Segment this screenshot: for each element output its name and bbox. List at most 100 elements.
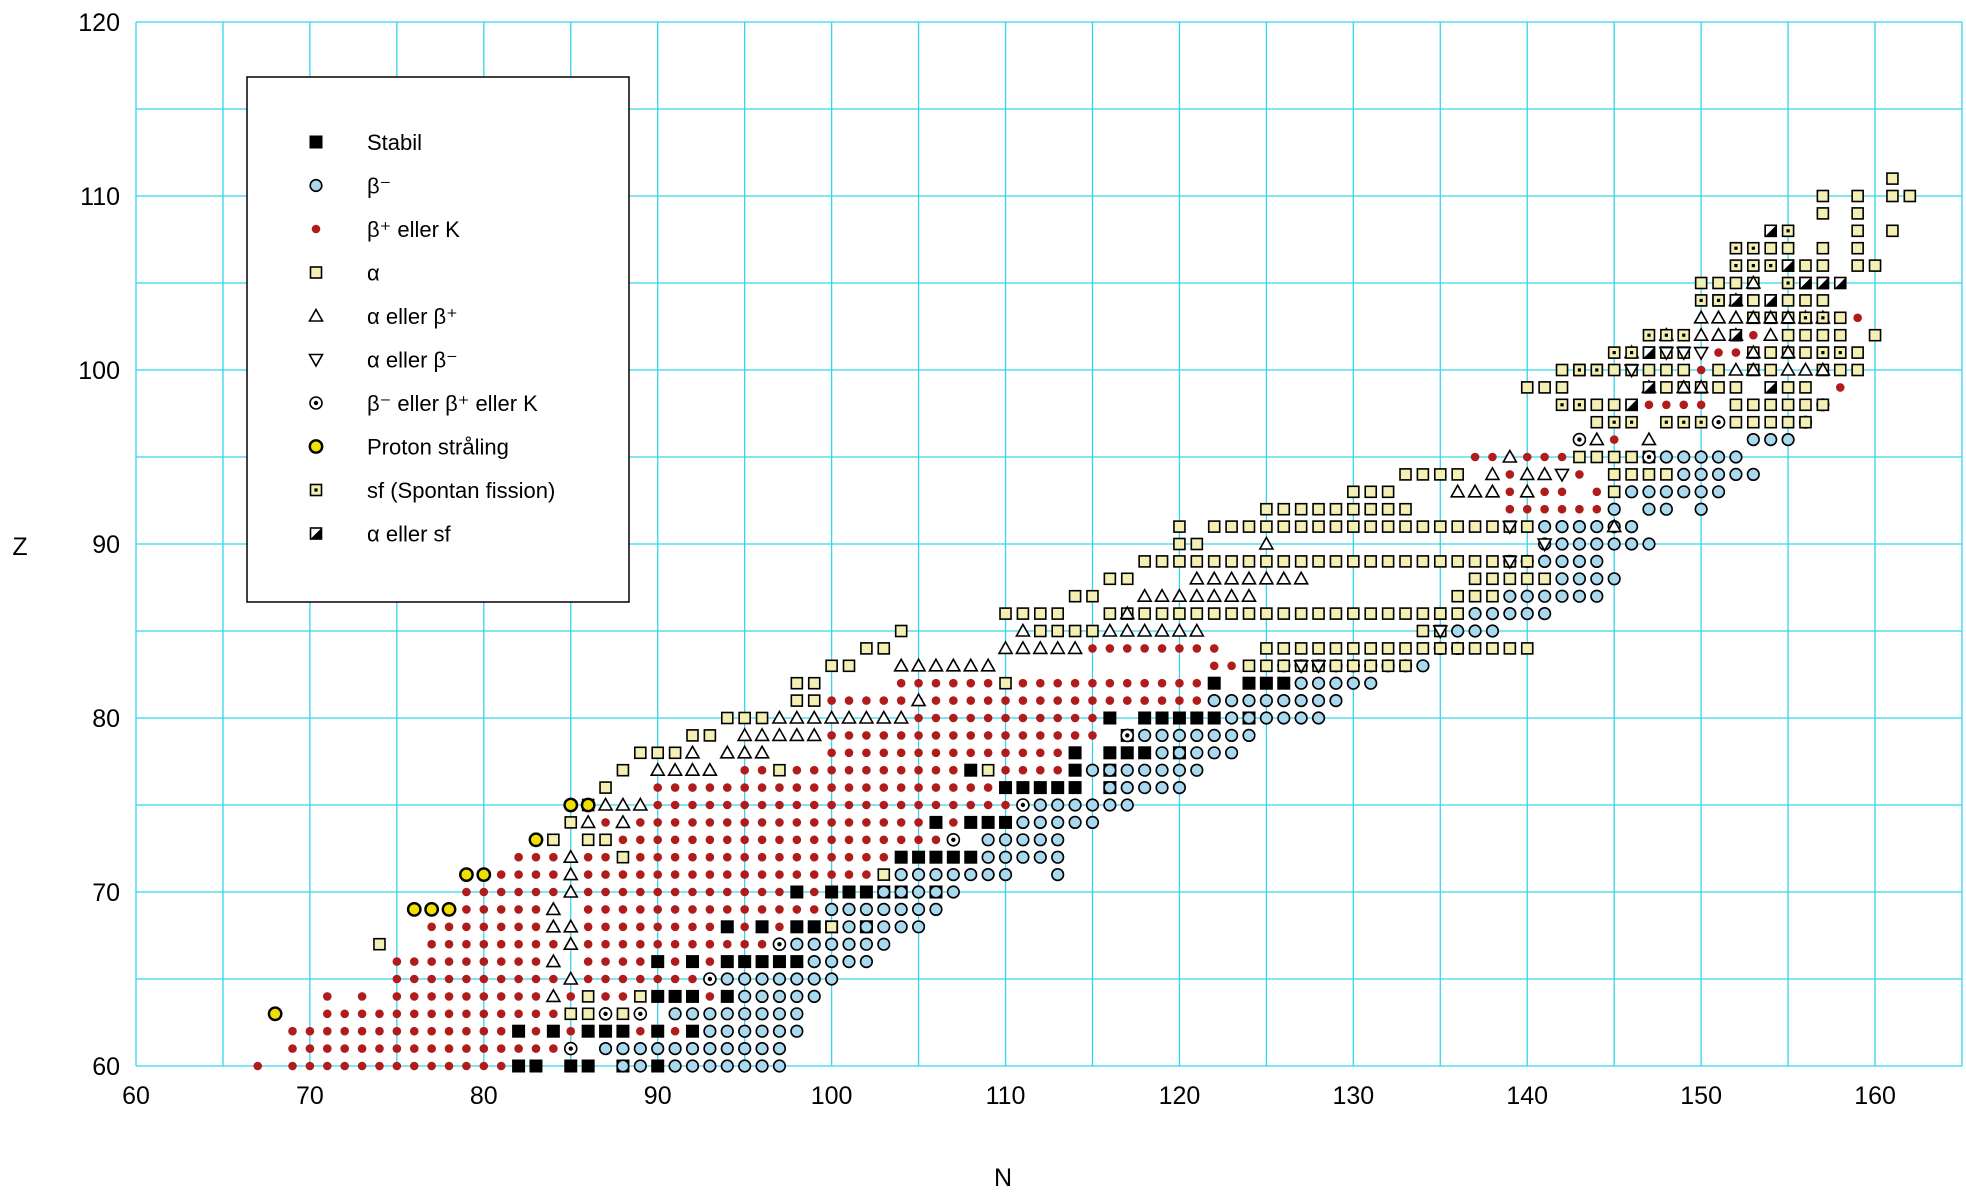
point-stable (755, 955, 769, 969)
point-alpha (1347, 607, 1360, 620)
point-beta_plus (1157, 696, 1167, 705)
point-beta_plus (670, 887, 680, 897)
point-alpha (1590, 450, 1604, 464)
point-beta_minus (1711, 467, 1726, 482)
point-alpha_beta_plus (841, 709, 857, 724)
point-alpha (1816, 398, 1830, 412)
point-beta_plus (1522, 504, 1532, 514)
point-alpha_beta_minus (1675, 346, 1692, 361)
point-beta_plus (931, 783, 941, 792)
point-alpha (1486, 589, 1499, 603)
point-stable (651, 989, 665, 1003)
point-beta_minus (1451, 624, 1465, 638)
x-tick-label: 110 (986, 1082, 1026, 1110)
point-beta_plus (862, 765, 871, 775)
point-stable (529, 1059, 543, 1073)
point-beta_plus (688, 852, 697, 862)
point-alpha_beta_minus (1310, 659, 1327, 674)
point-alpha (1068, 624, 1082, 638)
point-beta_plus (844, 748, 854, 758)
point-sf (1625, 415, 1638, 429)
point-alpha (1242, 520, 1256, 533)
point-beta_plus (496, 870, 506, 879)
point-alpha (1364, 520, 1378, 533)
point-beta_plus (444, 957, 454, 966)
point-beta_minus (703, 1059, 717, 1073)
legend-item-sf: sf (Spontan fission) (309, 478, 555, 503)
point-beta_plus (305, 1044, 315, 1053)
point-alpha (1347, 659, 1360, 673)
point-alpha_beta_plus (1171, 622, 1188, 637)
point-beta_plus (757, 800, 767, 810)
legend-label: α eller sf (367, 522, 452, 547)
point-alpha_beta_minus (1501, 520, 1518, 535)
point-alpha_beta_plus (597, 796, 614, 811)
point-beta_plus (688, 905, 697, 914)
point-beta_plus (653, 887, 663, 897)
point-beta_plus (427, 1061, 436, 1071)
point-beta_plus (1070, 713, 1080, 723)
point-beta_minus (1694, 485, 1708, 499)
series-proton (267, 797, 596, 1022)
point-beta_plus (844, 818, 854, 827)
point-alpha (1486, 555, 1499, 568)
point-beta_plus (1714, 348, 1723, 357)
point-stable (685, 989, 699, 1003)
point-alpha_sf (1642, 381, 1656, 394)
point-beta_plus (775, 783, 784, 792)
point-beta_plus (409, 1044, 419, 1053)
point-alpha (1764, 415, 1778, 429)
point-alpha_beta_plus (1606, 518, 1623, 533)
point-beta_plus (966, 713, 976, 723)
point-beta_plus (549, 974, 558, 984)
point-beta_plus (462, 887, 471, 897)
point-beta_plus (896, 818, 906, 827)
point-alpha_beta_plus (893, 709, 910, 724)
point-alpha (1851, 224, 1864, 238)
point-beta_minus (1051, 833, 1065, 847)
point-beta_plus (931, 748, 941, 758)
point-alpha (1364, 555, 1378, 568)
point-beta_plus (949, 783, 958, 792)
legend-label: Proton stråling (367, 435, 509, 460)
point-alpha_beta_plus (1728, 361, 1744, 376)
point-alpha (1347, 502, 1360, 516)
legend-item-proton: Proton stråling (308, 435, 509, 460)
point-beta_minus (1659, 485, 1673, 499)
point-beta_plus (496, 1061, 506, 1071)
point-alpha (1764, 346, 1778, 359)
point-stable (1103, 746, 1117, 760)
point-beta_minus (1572, 519, 1587, 534)
point-alpha (1416, 624, 1430, 638)
point-beta_plus (705, 992, 715, 1001)
point-beta_plus (914, 678, 923, 688)
point-alpha (1486, 642, 1499, 655)
point-beta_plus (514, 939, 523, 949)
point-beta_plus (949, 748, 958, 758)
point-beta_plus (670, 939, 680, 949)
point-stable (1103, 711, 1117, 725)
point-alpha (1138, 555, 1151, 568)
point-alpha_beta_plus (1693, 309, 1710, 324)
point-alpha (1816, 207, 1830, 220)
point-beta_plus (688, 887, 697, 897)
point-stable (842, 885, 856, 899)
point-stable (1259, 676, 1273, 690)
point-beta_plus (444, 1009, 454, 1019)
point-beta_minus (981, 850, 995, 864)
point-beta_plus (879, 800, 889, 810)
point-beta_minus (738, 1007, 752, 1021)
point-beta_plus (479, 1044, 489, 1053)
point-alpha_beta_plus (875, 709, 892, 724)
point-alpha (1660, 381, 1673, 394)
point-beta_plus (983, 678, 993, 688)
point-beta_plus (531, 852, 541, 862)
point-beta_plus (636, 905, 645, 914)
point-sf (1677, 328, 1691, 342)
point-beta_minus (877, 885, 891, 899)
point-alpha (1833, 328, 1847, 342)
point-alpha (1868, 259, 1882, 272)
point-beta_plus (636, 887, 645, 897)
point-stable (581, 1059, 595, 1073)
point-alpha_sf (1729, 294, 1743, 307)
